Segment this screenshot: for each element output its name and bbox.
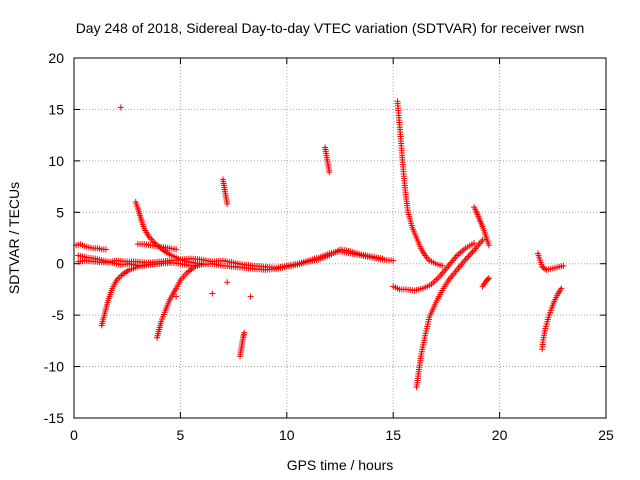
- series-arc-1-2h: [98, 259, 173, 329]
- plot-area: [74, 58, 606, 418]
- series-isolated: [117, 104, 254, 300]
- x-tick-label: 15: [385, 427, 401, 443]
- data-point: [560, 262, 567, 269]
- series-arc-16-19h: [413, 237, 486, 391]
- data-point: [479, 237, 486, 244]
- x-tick-label: 20: [492, 427, 508, 443]
- x-axis-label: GPS time / hours: [287, 457, 394, 473]
- data-point: [439, 262, 446, 269]
- data-point: [102, 246, 109, 253]
- x-tick-label: 10: [279, 427, 295, 443]
- plot-border: [73, 57, 607, 419]
- y-tick-label: 10: [48, 153, 64, 169]
- data-point: [485, 242, 492, 249]
- data-point: [117, 104, 124, 111]
- data-point: [390, 257, 397, 264]
- series-arc-15-19h-low: [390, 240, 478, 294]
- y-tick-label: -15: [44, 410, 64, 426]
- series-arc-19h: [471, 204, 492, 249]
- y-tick-label: -10: [44, 359, 64, 375]
- data-point: [224, 201, 231, 208]
- x-tick-label: 0: [70, 427, 78, 443]
- data-points: [73, 98, 567, 391]
- data-point: [326, 169, 333, 176]
- series-arc-8h: [236, 329, 248, 360]
- axis-ticks: 0 5 10 15 20 25 -15 -10 -5 0 5 10 15 20: [44, 50, 614, 443]
- data-point: [198, 260, 205, 267]
- data-point: [173, 293, 180, 300]
- series-arc-7h: [219, 176, 231, 208]
- data-point: [471, 240, 478, 247]
- data-point: [151, 239, 158, 246]
- data-point: [541, 265, 548, 272]
- data-point: [558, 285, 565, 292]
- series-arc-3-5h-flat: [134, 241, 180, 253]
- y-tick-label: 20: [48, 50, 64, 66]
- series-arc-0-2h: [73, 241, 109, 253]
- y-tick-label: -5: [52, 307, 65, 323]
- y-tick-label: 0: [56, 256, 64, 272]
- data-point: [241, 329, 248, 336]
- data-point: [209, 290, 216, 297]
- data-point: [379, 255, 386, 262]
- chart-title: Day 248 of 2018, Sidereal Day-to-day VTE…: [76, 20, 585, 36]
- series-arc-22-23h: [539, 285, 565, 353]
- series-arc-12h: [322, 144, 333, 176]
- data-point: [224, 279, 231, 286]
- data-point: [485, 275, 492, 282]
- data-point: [173, 246, 180, 253]
- series-arc-22-23h-flat: [534, 250, 567, 273]
- y-axis-label: SDTVAR / TECUs: [6, 182, 22, 294]
- y-tick-label: 15: [48, 101, 64, 117]
- data-point: [484, 276, 491, 283]
- series-arc-15-16h: [394, 98, 446, 269]
- series-arc-4-6h: [153, 260, 205, 341]
- grid-lines: [74, 58, 606, 418]
- x-tick-label: 25: [598, 427, 614, 443]
- y-tick-label: 5: [56, 204, 64, 220]
- data-point: [247, 293, 254, 300]
- x-tick-label: 5: [177, 427, 185, 443]
- series-arc-19h-low: [479, 275, 492, 290]
- data-point: [166, 259, 173, 266]
